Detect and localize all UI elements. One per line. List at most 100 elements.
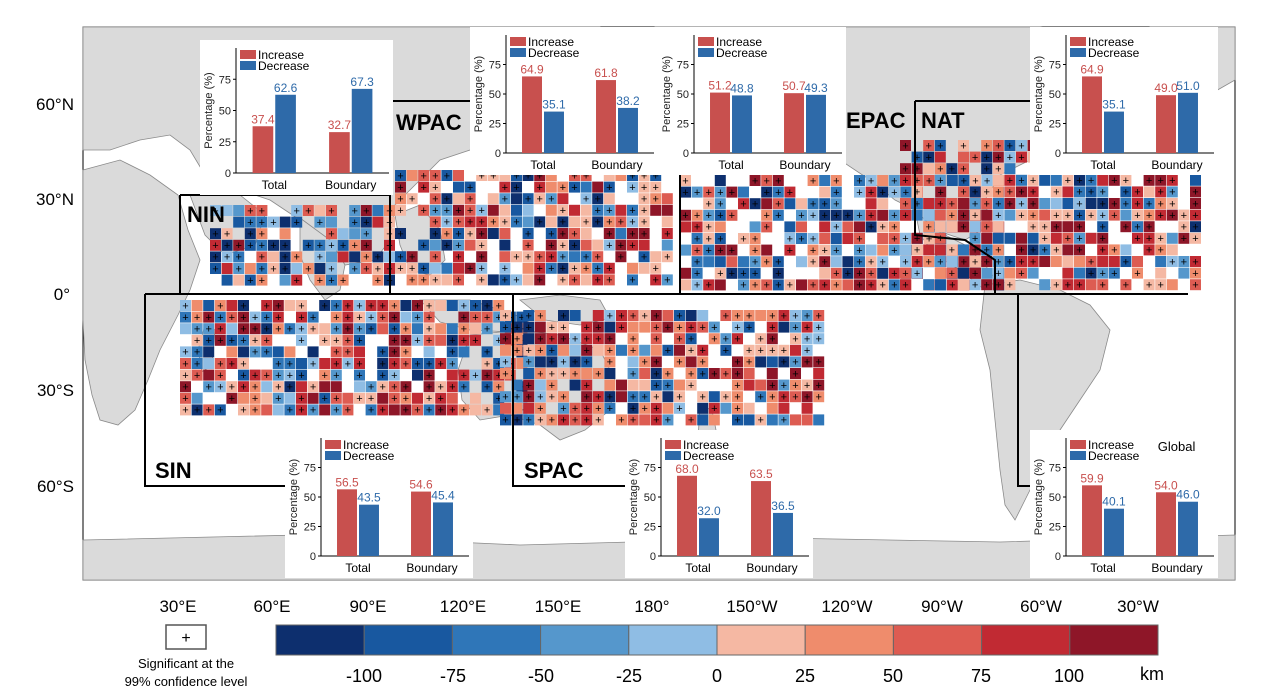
grid-cell — [470, 300, 481, 311]
significance-marker: + — [1030, 187, 1036, 199]
significance-marker: + — [293, 252, 299, 264]
significance-marker: + — [781, 392, 787, 404]
significance-marker: + — [723, 392, 729, 404]
grid-cell — [569, 204, 580, 216]
significance-marker: + — [182, 382, 188, 394]
grid-cell — [592, 321, 604, 333]
grid-cell — [703, 221, 715, 233]
significance-marker: + — [537, 415, 543, 427]
grid-cell — [314, 251, 326, 263]
grid-cell — [319, 300, 331, 311]
significance-marker: + — [641, 170, 647, 182]
significance-marker: + — [664, 228, 670, 240]
grid-cell — [992, 174, 1004, 186]
grid-cell — [354, 311, 365, 323]
grid-cell — [372, 251, 384, 263]
grid-cell — [534, 170, 546, 181]
grid-cell — [210, 228, 221, 240]
significance-marker: + — [182, 358, 188, 370]
grid-cell — [1016, 140, 1027, 151]
grid-cell — [1166, 256, 1178, 267]
x-tick-label: Total — [345, 561, 370, 575]
significance-marker: + — [676, 310, 682, 322]
y-tick-label: 0 — [495, 148, 501, 160]
grid-cell — [639, 368, 651, 379]
grid-cell — [627, 333, 639, 345]
grid-cell — [302, 205, 314, 216]
significance-marker: + — [665, 345, 671, 357]
grid-cell — [1108, 256, 1120, 267]
significance-marker: + — [461, 324, 467, 336]
significance-marker: + — [914, 198, 920, 210]
grid-cell — [296, 334, 307, 346]
significance-marker: + — [432, 228, 438, 240]
significance-marker: + — [502, 217, 508, 229]
significance-marker: + — [665, 322, 671, 334]
significance-marker: + — [925, 256, 931, 268]
significance-marker: + — [397, 263, 403, 275]
significance-marker: + — [560, 228, 566, 240]
significance-marker: + — [397, 170, 403, 182]
significance-marker: + — [495, 300, 501, 312]
grid-cell — [557, 216, 569, 228]
significance-marker: + — [217, 370, 223, 382]
significance-marker: + — [217, 300, 223, 312]
grid-cell — [487, 274, 499, 286]
significance-marker: + — [426, 312, 432, 324]
significance-marker: + — [525, 170, 531, 182]
grid-cell — [481, 311, 493, 323]
grid-cell — [842, 221, 854, 233]
bar-value-label: 45.4 — [431, 488, 455, 502]
significance-marker: + — [868, 175, 874, 187]
significance-marker: + — [240, 324, 246, 336]
significance-marker: + — [317, 275, 323, 287]
grid-cell — [191, 358, 203, 369]
grid-cell — [674, 310, 685, 321]
significance-marker: + — [536, 275, 542, 287]
grid-cell — [446, 381, 458, 393]
significance-marker: + — [699, 357, 705, 369]
grid-cell — [238, 369, 249, 381]
grid-cell — [888, 244, 900, 256]
bar-value-label: 32.7 — [328, 118, 352, 132]
grid-cell — [238, 311, 249, 323]
grid-cell — [992, 198, 1004, 209]
significance-marker: + — [879, 257, 885, 269]
grid-cell — [691, 221, 703, 233]
grid-cell — [854, 233, 865, 244]
significance-marker: + — [699, 392, 705, 404]
bar-decrease — [699, 518, 719, 556]
significance-marker: + — [1099, 268, 1105, 280]
significance-marker: + — [925, 152, 931, 164]
grid-cell — [662, 310, 674, 321]
significance-marker: + — [467, 194, 473, 206]
y-tick-label: 25 — [304, 522, 316, 534]
significance-marker: + — [717, 233, 723, 245]
significance-marker: + — [868, 280, 874, 292]
grid-cell — [732, 402, 743, 414]
grid-cell — [1004, 279, 1016, 291]
colorbar — [275, 624, 1159, 656]
significance-marker: + — [763, 187, 769, 199]
grid-cell — [749, 175, 761, 186]
grid-cell — [1132, 221, 1143, 233]
significance-marker: + — [298, 300, 304, 312]
significance-marker: + — [694, 280, 700, 292]
significance-marker: + — [810, 245, 816, 257]
grid-cell — [279, 216, 291, 228]
grid-cell — [330, 346, 342, 358]
grid-cell — [558, 333, 569, 345]
significance-marker: + — [583, 345, 589, 357]
significance-marker: + — [1111, 198, 1117, 210]
grid-cell — [365, 311, 377, 323]
grid-cell — [854, 209, 865, 221]
grid-cell — [1062, 174, 1074, 186]
grid-cell — [268, 216, 279, 228]
significance-marker: + — [699, 368, 705, 380]
grid-cell — [766, 391, 778, 403]
grid-cell — [354, 334, 365, 346]
significance-marker: + — [641, 310, 647, 322]
significance-marker: + — [833, 210, 839, 222]
grid-cell — [558, 356, 569, 368]
significance-marker: + — [937, 233, 943, 245]
